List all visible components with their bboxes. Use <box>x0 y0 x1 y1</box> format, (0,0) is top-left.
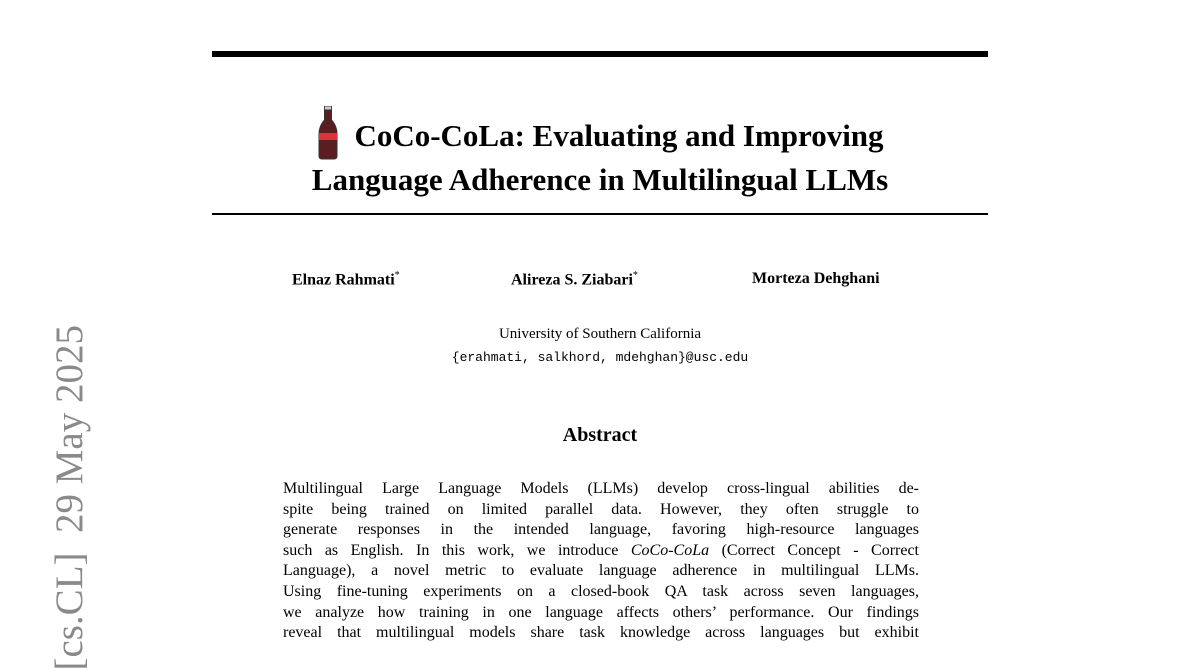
author-1: Elnaz Rahmati* <box>292 270 400 289</box>
abstract-line: spite being trained on limited parallel … <box>283 500 919 518</box>
paper-title: CoCo-CoLa: Evaluating and Improving Lang… <box>212 106 988 200</box>
author-emails: {erahmati, salkhord, mdehghan}@usc.edu <box>451 350 749 365</box>
title-text-1: CoCo-CoLa: Evaluating and Improving <box>354 118 884 153</box>
author-name: Elnaz Rahmati <box>292 271 395 289</box>
author-3: Morteza Dehghani <box>752 270 880 288</box>
abstract-line: Language), a novel metric to evaluate la… <box>283 562 919 580</box>
author-name: Morteza Dehghani <box>752 270 880 287</box>
abstract-line: Multilingual Large Language Models (LLMs… <box>283 480 919 497</box>
author-mark: * <box>394 270 400 281</box>
title-line-1: CoCo-CoLa: Evaluating and Improving <box>212 106 988 160</box>
abstract-line: Using fine-tuning experiments on a close… <box>283 582 919 600</box>
title-line-2: Language Adherence in Multilingual LLMs <box>311 162 889 197</box>
author-2: Alireza S. Ziabari* <box>511 270 638 289</box>
affiliation: University of Southern California <box>498 326 702 342</box>
soda-bottle-icon <box>318 106 338 160</box>
arxiv-stamp: [cs.CL] 29 May 2025 <box>48 325 91 671</box>
abstract-heading: Abstract <box>562 424 638 446</box>
abstract-line: reveal that multilingual models share ta… <box>283 624 919 642</box>
author-mark: * <box>632 270 638 281</box>
abstract-line: we analyze how training in one language … <box>283 603 919 621</box>
author-name: Alireza S. Ziabari <box>511 271 633 289</box>
title-rule <box>212 213 988 215</box>
abstract-body: Multilingual Large Language Models (LLMs… <box>283 479 919 644</box>
top-rule <box>212 51 988 57</box>
arxiv-stamp-container: [cs.CL] 29 May 2025 <box>20 325 91 671</box>
abstract-line: generate responses in the intended langu… <box>283 521 919 539</box>
abstract-line: such as English. In this work, we introd… <box>283 541 919 559</box>
